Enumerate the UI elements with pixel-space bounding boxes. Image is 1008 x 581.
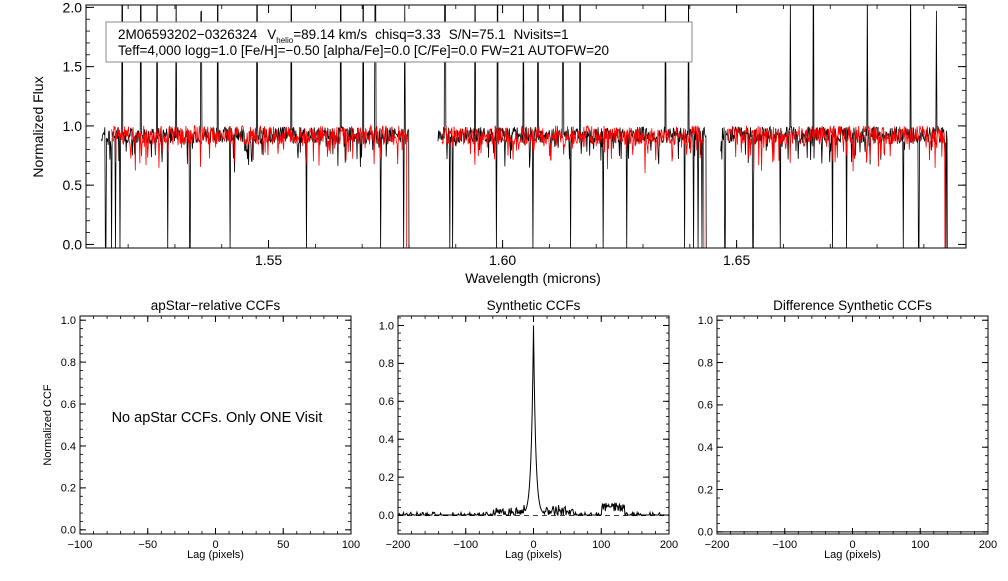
model-spectrum-line <box>111 124 946 248</box>
apstar-ccf-y-tick-label: 0.8 <box>61 357 76 369</box>
spectrum-y-tick-label: 2.0 <box>63 0 83 15</box>
apstar-ccf-title: apStar−relative CCFs <box>151 298 281 313</box>
apstar-ccf-x-label: Lag (pixels) <box>187 549 244 561</box>
difference-ccf-y-tick-label: 0.2 <box>698 484 713 496</box>
synthetic-ccf-title: Synthetic CCFs <box>487 298 581 313</box>
synthetic-ccf-y-tick-label: 0.6 <box>379 396 394 408</box>
synthetic-ccf-x-tick-label: 100 <box>592 539 610 551</box>
apstar-ccf-x-tick-label: 50 <box>277 539 289 551</box>
apstar-ccf-y-tick-label: 0.6 <box>61 399 76 411</box>
apstar-ccf-x-tick-label: 0 <box>212 539 218 551</box>
synthetic-ccf-x-label: Lag (pixels) <box>505 549 562 561</box>
annotation-snr: S/N=75.1 <box>449 27 506 42</box>
difference-ccf-y-tick-label: 0.6 <box>698 400 713 412</box>
annotation-star-id: 2M06593202−0326324 <box>118 27 258 42</box>
apstar-ccf-message: No apStar CCFs. Only ONE Visit <box>112 410 323 426</box>
annotation-nvisits: Nvisits=1 <box>513 27 568 42</box>
synthetic-ccf-y-tick-label: 1.0 <box>379 320 394 332</box>
spectrum-ticks: 1.55 1.60 1.65 0.0 0.5 1.0 1.5 2.0 <box>63 0 966 268</box>
difference-ccf-x-label: Lag (pixels) <box>824 549 881 561</box>
synthetic-ccf-y-tick-label: 0.8 <box>379 358 394 370</box>
synthetic-ccf-x-tick-label: 200 <box>660 539 678 551</box>
synthetic-ccf-x-tick-label: −200 <box>386 539 411 551</box>
spectrum-y-tick-label: 0.0 <box>63 236 83 252</box>
annotation-vhelio-subscript: helio <box>276 36 293 45</box>
apstar-ccf-y-tick-label: 0.0 <box>61 525 76 537</box>
difference-ccf-x-tick-label: 200 <box>979 539 997 551</box>
difference-ccf-y-tick-label: 1.0 <box>698 315 713 327</box>
spectrum-y-tick-label: 0.5 <box>63 177 83 193</box>
annotation-chisq: chisq=3.33 <box>375 27 441 42</box>
difference-ccf-y-tick-label: 0.4 <box>698 442 713 454</box>
spectrum-panel: 1.55 1.60 1.65 0.0 0.5 1.0 1.5 2.0 2M06593202−0… <box>30 0 967 286</box>
annotation-box <box>105 21 693 63</box>
apstar-ccf-y-tick-label: 0.4 <box>61 441 76 453</box>
difference-ccf-x-tick-label: −200 <box>705 539 730 551</box>
difference-ccf-x-tick-label: −100 <box>772 539 797 551</box>
spectrum-x-tick-label: 1.55 <box>255 252 282 268</box>
apstar-ccf-x-tick-label: −50 <box>138 539 157 551</box>
spectrum-x-label: Wavelength (microns) <box>465 270 601 286</box>
spectrum-frame <box>85 4 967 249</box>
difference-ccf-ticks: −200 −100 0 100 200 0.0 0.2 0.4 0.6 0.8 1.0 <box>698 315 997 551</box>
synthetic-ccf-ticks: −200 −100 0 100 200 0.0 0.2 0.4 0.6 0.8 1.0 <box>379 316 678 551</box>
spectrum-y-label: Normalized Flux <box>30 76 46 177</box>
annotation-line-2: Teff=4,000 logg=1.0 [Fe/H]=−0.50 [alpha/… <box>118 43 609 58</box>
apstar-ccf-y-tick-label: 1.0 <box>61 315 76 327</box>
difference-ccf-x-tick-label: 0 <box>849 539 855 551</box>
apstar-ccf-y-tick-label: 0.2 <box>61 483 76 495</box>
apstar-ccf-y-label: Normalized CCF <box>42 384 54 466</box>
spectrum-x-tick-label: 1.60 <box>489 252 516 268</box>
spectrum-y-tick-label: 1.0 <box>63 118 83 134</box>
difference-ccf-title: Difference Synthetic CCFs <box>773 298 932 313</box>
synthetic-ccf-y-tick-label: 0.4 <box>379 434 394 446</box>
synthetic-ccf-x-tick-label: −100 <box>453 539 478 551</box>
synthetic-ccf-frame <box>397 315 670 535</box>
spectrum-annotation: 2M06593202−0326324 Vhelio=89.14 km/s chisq… <box>105 21 693 63</box>
apstar-ccf-ticks: −100 −50 0 50 100 0.0 0.2 0.4 0.6 0.8 1.0 <box>61 315 360 551</box>
apstar-ccf-frame <box>79 315 352 535</box>
synthetic-ccf-y-tick-label: 0.2 <box>379 472 394 484</box>
annotation-vhelio-symbol: V <box>267 27 276 42</box>
annotation-vhelio-value: =89.14 km/s <box>293 27 367 42</box>
apstar-ccf-x-tick-label: −100 <box>68 539 93 551</box>
annotation-line-1: 2M06593202−0326324 Vhelio=89.14 km/s chisq… <box>118 27 569 45</box>
synthetic-ccf-y-tick-label: 0.0 <box>379 510 394 522</box>
difference-ccf-y-tick-label: 0.8 <box>698 357 713 369</box>
apstar-ccf-panel: −100 −50 0 50 100 0.0 0.2 0.4 0.6 0.8 1.0 apStar−r… <box>42 298 360 561</box>
difference-ccf-y-tick-label: 0.0 <box>698 527 713 539</box>
spectrum-x-tick-label: 1.65 <box>723 252 750 268</box>
apstar-ccf-x-tick-label: 100 <box>342 539 360 551</box>
spectrum-y-tick-label: 1.5 <box>63 59 83 75</box>
difference-ccf-frame <box>716 315 989 535</box>
difference-ccf-panel: −200 −100 0 100 200 0.0 0.2 0.4 0.6 0.8 1.0 Differ… <box>698 298 997 561</box>
synthetic-ccf-panel: −200 −100 0 100 200 0.0 0.2 0.4 0.6 0.8 1.0 Synthe… <box>379 298 678 561</box>
difference-ccf-x-tick-label: 100 <box>911 539 929 551</box>
synthetic-ccf-line <box>398 325 669 517</box>
synthetic-ccf-x-tick-label: 0 <box>530 539 536 551</box>
